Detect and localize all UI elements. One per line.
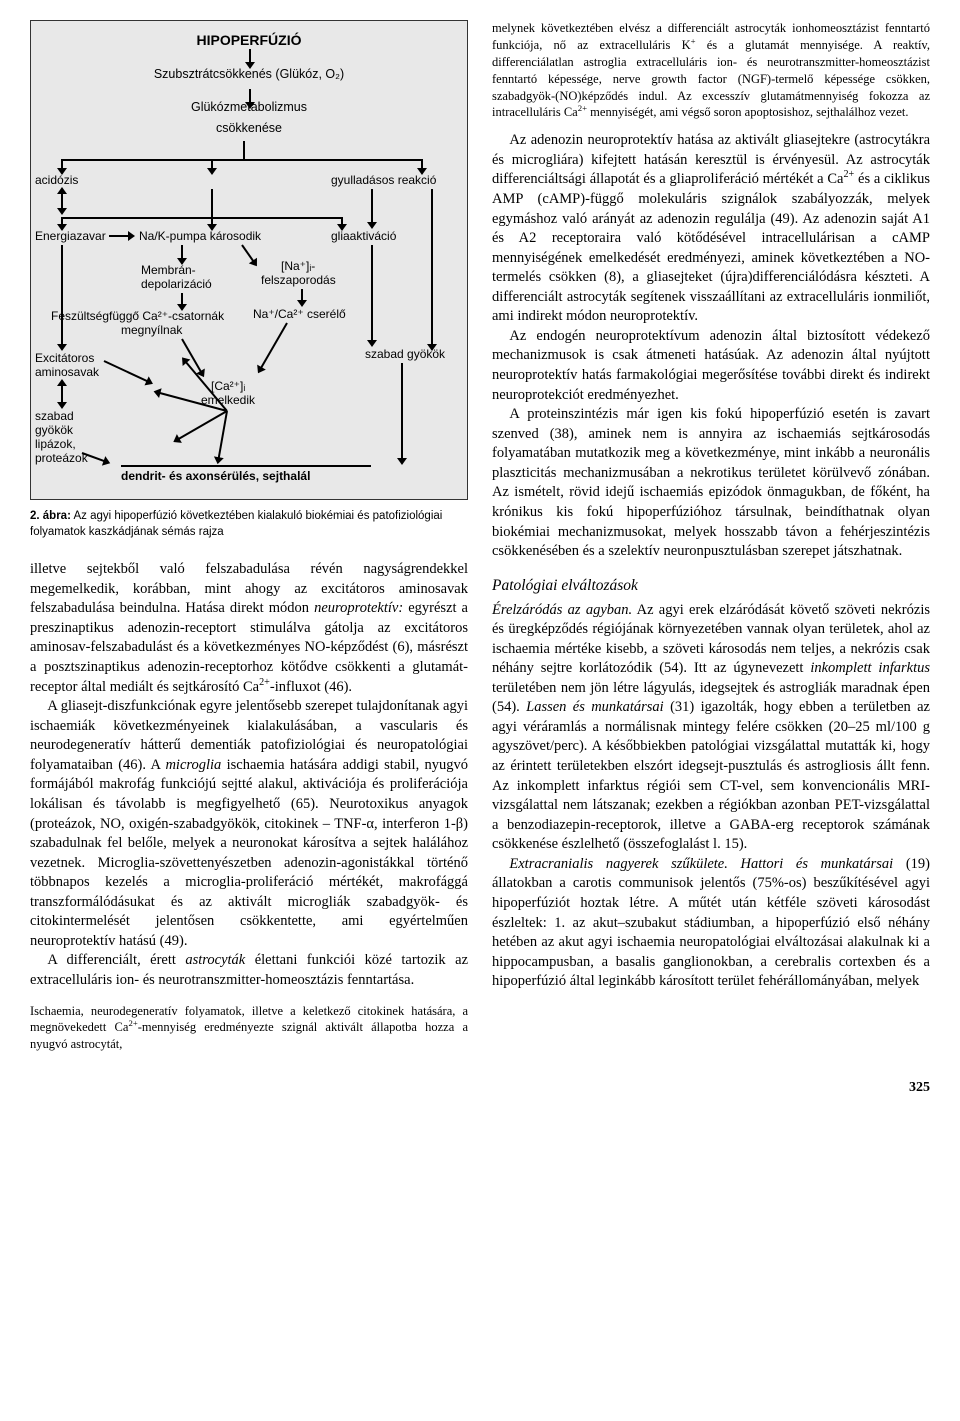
connector-line xyxy=(211,189,213,217)
flow-diagram: HIPOPERFÚZIÓ Szubsztrátcsökkenés (Glükóz… xyxy=(30,20,468,500)
diagram-node: felszaporodás xyxy=(261,273,336,287)
arrow-icon xyxy=(181,245,183,259)
arrow-icon xyxy=(241,244,254,262)
left-column: HIPOPERFÚZIÓ Szubsztrátcsökkenés (Glükóz… xyxy=(30,20,468,1053)
arrow-icon xyxy=(301,289,303,301)
arrow-icon xyxy=(211,159,213,169)
body-text: A differenciált, érett astrocyták életta… xyxy=(30,951,468,990)
body-text-small: melynek következtében elvész a differenc… xyxy=(492,20,930,121)
diagram-node: szabad gyökök xyxy=(365,347,445,361)
arrow-icon xyxy=(109,235,129,237)
connector-line xyxy=(121,465,371,467)
connector-line xyxy=(243,141,245,159)
arrow-icon xyxy=(431,337,433,345)
diagram-node: acidózis xyxy=(35,173,78,187)
diagram-node: Energiazavar xyxy=(35,229,106,243)
diagram-node: [Ca²⁺]ᵢ xyxy=(211,379,245,393)
figure-caption: 2. ábra: Az agyi hipoperfúzió következté… xyxy=(30,508,468,540)
diagram-node: depolarizáció xyxy=(141,277,212,291)
arrow-icon xyxy=(211,217,213,225)
connector-line xyxy=(431,189,433,345)
arrow-icon xyxy=(249,89,251,103)
body-text: A gliasejt-diszfunkciónak egyre jelentős… xyxy=(30,697,468,951)
arrow-icon xyxy=(178,410,227,440)
arrow-icon xyxy=(61,217,63,225)
page-layout: HIPOPERFÚZIÓ Szubsztrátcsökkenés (Glükóz… xyxy=(30,20,930,1053)
right-column: melynek következtében elvész a differenc… xyxy=(492,20,930,1053)
arrow-icon xyxy=(341,217,343,225)
diagram-node: Na⁺/Ca²⁺ cserélő xyxy=(253,307,346,321)
diagram-node: Excitátoros xyxy=(35,351,94,365)
diagram-node: megnyílnak xyxy=(121,323,182,337)
diagram-node: szabad xyxy=(35,409,74,423)
connector-line xyxy=(61,217,341,219)
body-text: illetve sejtekből való felszabadulása ré… xyxy=(30,560,468,697)
arrow-icon xyxy=(260,323,288,369)
section-heading: Patológiai elváltozások xyxy=(492,576,930,597)
page-number: 325 xyxy=(30,1079,930,1098)
caption-text: Az agyi hipoperfúzió következtében kiala… xyxy=(30,510,442,538)
body-text: Érelzáródás az agyban. Az agyi erek elzá… xyxy=(492,601,930,855)
diagram-node: Membrán- xyxy=(141,263,196,277)
connector-line xyxy=(61,159,421,161)
arrow-icon xyxy=(401,363,403,459)
arrow-icon xyxy=(181,293,183,305)
arrow-icon xyxy=(104,360,148,382)
body-text: Az adenozin neuroprotektív hatása az akt… xyxy=(492,131,930,327)
arrow-icon xyxy=(371,189,373,223)
diagram-node: gliaaktiváció xyxy=(331,229,396,243)
double-arrow-icon xyxy=(61,385,63,403)
diagram-node: proteázok xyxy=(35,451,88,465)
double-arrow-icon xyxy=(61,193,63,209)
arrow-icon xyxy=(61,159,63,169)
diagram-title: HIPOPERFÚZIÓ xyxy=(37,31,461,50)
diagram-node: csökkenése xyxy=(37,120,461,137)
arrow-icon xyxy=(371,245,373,341)
diagram-node: gyulladásos reakció xyxy=(331,173,436,187)
diagram-node: aminosavak xyxy=(35,365,99,379)
arrow-icon xyxy=(249,49,251,63)
diagram-node: dendrit- és axonsérülés, sejthalál xyxy=(121,469,310,483)
body-text: A proteinszintézis már igen kis fokú hip… xyxy=(492,405,930,562)
body-text-small: Ischaemia, neurodegeneratív folyamatok, … xyxy=(30,1003,468,1054)
arrow-icon xyxy=(218,411,228,459)
body-text: Extracranialis nagyerek szűkülete. Hatto… xyxy=(492,855,930,992)
diagram-node: Na/K-pumpa károsodik xyxy=(139,229,261,243)
diagram-node: gyökök xyxy=(35,423,73,437)
body-text: Az endogén neuroprotektívum adenozin ált… xyxy=(492,327,930,405)
arrow-icon xyxy=(61,245,63,345)
diagram-node: lipázok, xyxy=(35,437,76,451)
diagram-node: Feszültségfüggő Ca²⁺-csatornák xyxy=(51,309,224,323)
arrow-icon xyxy=(421,159,423,169)
diagram-node: [Na⁺]ᵢ- xyxy=(281,259,315,273)
caption-label: 2. ábra: xyxy=(30,510,71,522)
